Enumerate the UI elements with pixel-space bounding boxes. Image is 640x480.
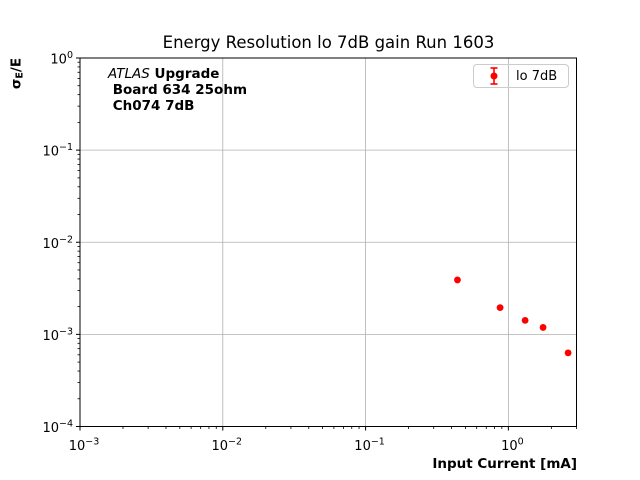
y-axis-label: σE/E bbox=[9, 54, 26, 94]
chart-title: Energy Resolution lo 7dB gain Run 1603 bbox=[162, 33, 495, 52]
annotation-upgrade: Upgrade bbox=[149, 66, 220, 82]
y-tick-label: 10−4 bbox=[42, 419, 73, 437]
annotation-channel: Ch074 7dB bbox=[108, 98, 195, 114]
x-axis-label: Input Current [mA] bbox=[432, 456, 577, 472]
error-bars bbox=[454, 277, 571, 356]
y-tick-label: 100 bbox=[50, 50, 73, 68]
y-tick-label: 10−3 bbox=[42, 326, 73, 344]
axes-spines bbox=[79, 57, 577, 427]
legend-entry-label: lo 7dB bbox=[516, 68, 558, 84]
x-tick-label: 10−1 bbox=[354, 437, 385, 455]
data-point bbox=[564, 349, 572, 357]
data-points bbox=[454, 276, 572, 357]
data-point bbox=[454, 276, 461, 284]
data-point bbox=[539, 324, 547, 331]
y-tick-label: 10−2 bbox=[42, 234, 73, 252]
annotation-experiment: ATLAS bbox=[108, 66, 150, 82]
y-axis-label-symbol: σ bbox=[8, 78, 25, 90]
x-tick-label: 10−3 bbox=[69, 437, 100, 455]
legend: lo 7dB bbox=[473, 64, 569, 88]
x-tick-label: 100 bbox=[501, 437, 524, 455]
y-axis-label-subscript: E bbox=[14, 72, 26, 79]
annotation-board: Board 634 25ohm bbox=[108, 82, 248, 98]
plot-annotation: ATLAS Upgrade Board 634 25ohm Ch074 7dB bbox=[108, 66, 247, 114]
data-point bbox=[496, 304, 504, 312]
x-tick-label: 10−2 bbox=[212, 437, 243, 455]
y-axis-label-rest: /E bbox=[8, 57, 25, 73]
y-tick-label: 10−1 bbox=[42, 142, 73, 160]
legend-errorbar-marker-icon bbox=[490, 67, 498, 85]
data-point bbox=[521, 316, 529, 324]
